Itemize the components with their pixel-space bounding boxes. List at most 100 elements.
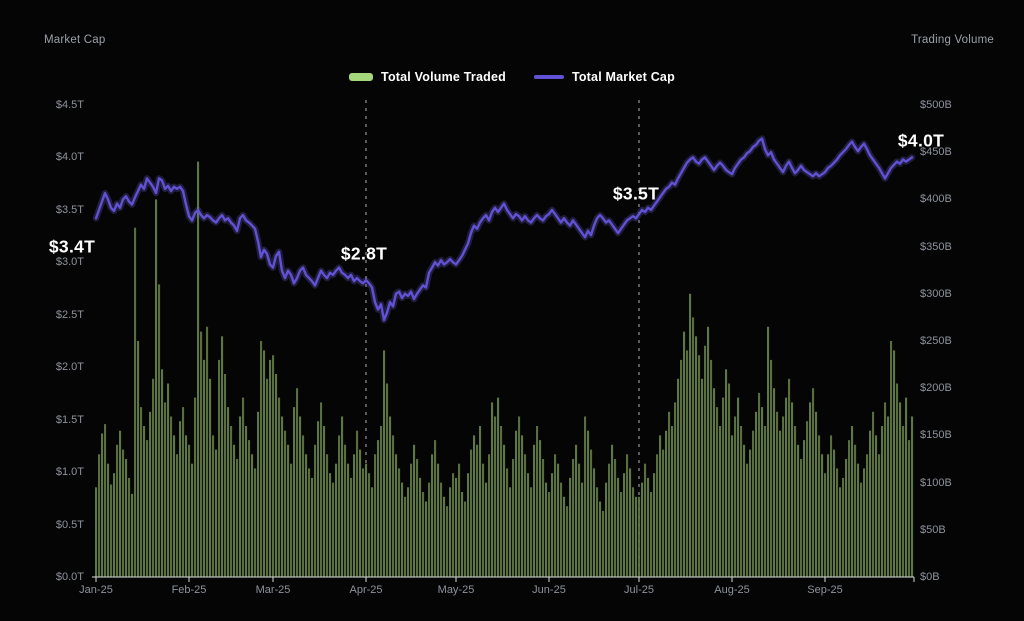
volume-bar <box>251 454 254 577</box>
volume-bar <box>155 199 158 577</box>
volume-bar <box>620 492 623 577</box>
volume-bar <box>116 444 119 577</box>
right-axis-tick-label: $0B <box>920 571 940 583</box>
volume-bar <box>332 482 335 577</box>
volume-bar <box>398 468 401 577</box>
volume-bar <box>164 402 167 577</box>
left-axis-tick-label: $3.5T <box>55 203 84 216</box>
left-axis-tick-label: $1.5T <box>55 413 84 426</box>
volume-bar <box>383 350 386 577</box>
volume-bar <box>659 435 662 577</box>
volume-bar <box>566 506 569 577</box>
market-cap-line-series <box>94 137 914 322</box>
volume-bar <box>719 426 722 577</box>
volume-bar <box>497 397 500 577</box>
milestone-annotation: $4.0T <box>897 130 945 151</box>
volume-bar <box>815 411 818 577</box>
volume-bar <box>542 459 545 577</box>
volume-bar <box>905 397 908 577</box>
volume-bar <box>773 388 776 577</box>
volume-bar <box>581 482 584 577</box>
volume-bar <box>875 435 878 577</box>
volume-bar <box>809 402 812 577</box>
volume-bar <box>479 426 482 577</box>
volume-bar <box>446 506 449 577</box>
volume-bar <box>182 407 185 577</box>
volume-bar <box>476 444 479 577</box>
volume-bar <box>461 492 464 577</box>
volume-bar <box>638 496 641 577</box>
volume-bar <box>167 383 170 577</box>
volume-bar <box>800 459 803 577</box>
volume-bar <box>878 454 881 577</box>
volume-bar <box>758 392 761 577</box>
volume-bar <box>143 426 146 577</box>
volume-bar <box>128 477 131 577</box>
volume-bar <box>515 430 518 577</box>
volume-bar <box>797 444 800 577</box>
volume-bar <box>377 440 380 577</box>
right-axis-tick-label: $300B <box>920 287 952 300</box>
volume-bar <box>230 426 233 577</box>
volume-bar <box>242 397 245 577</box>
volume-bar <box>791 402 794 577</box>
volume-bar <box>311 477 314 577</box>
volume-bar <box>911 416 914 577</box>
volume-bar <box>686 350 689 577</box>
x-axis-month-label: May-25 <box>437 584 475 596</box>
volume-bar <box>338 435 341 577</box>
volume-bar <box>344 444 347 577</box>
volume-bar <box>614 459 617 577</box>
volume-bar <box>860 482 863 577</box>
volume-bar <box>227 407 230 577</box>
volume-bar <box>881 426 884 577</box>
volume-bar <box>266 378 269 577</box>
volume-bar <box>224 374 227 577</box>
volume-bar <box>413 444 416 577</box>
volume-bar <box>764 426 767 577</box>
volume-bar <box>356 430 359 577</box>
volume-bar <box>689 293 692 577</box>
volume-bar <box>539 440 542 577</box>
volume-bar <box>359 449 362 577</box>
volume-bar <box>101 433 104 577</box>
volume-bar <box>656 454 659 577</box>
volume-bar <box>107 463 110 577</box>
volume-bar <box>245 426 248 577</box>
volume-bar <box>149 411 152 577</box>
right-axis-tick-label: $450B <box>920 146 952 159</box>
volume-bar <box>857 463 860 577</box>
volume-bar <box>752 430 755 577</box>
volume-bar <box>527 473 530 577</box>
volume-bar <box>284 430 287 577</box>
right-axis-tick-label: $500B <box>920 99 952 111</box>
legend-item-total-volume-traded[interactable]: Total Volume Traded <box>349 70 506 84</box>
x-axis-month-label: Apr-25 <box>349 584 383 596</box>
volume-bar <box>161 369 164 577</box>
volume-bar <box>218 359 221 577</box>
volume-bar <box>770 359 773 577</box>
volume-bar <box>599 501 602 577</box>
volume-bar <box>704 345 707 577</box>
volume-bar <box>407 487 410 577</box>
volume-bar <box>347 463 350 577</box>
volume-bar <box>320 402 323 577</box>
volume-bar <box>713 388 716 577</box>
volume-bar <box>854 444 857 577</box>
volume-bar <box>491 402 494 577</box>
volume-bar <box>254 468 257 577</box>
volume-bar <box>725 369 728 577</box>
volume-bar <box>365 463 368 577</box>
legend-item-total-market-cap[interactable]: Total Market Cap <box>533 70 675 84</box>
x-axis-month-label: Jan-25 <box>79 584 113 596</box>
legend-label-total-volume-traded: Total Volume Traded <box>381 70 506 84</box>
volume-bar <box>341 416 344 577</box>
left-axis-tick-label: $3.0T <box>55 256 84 269</box>
volume-bar <box>683 331 686 577</box>
volume-bar <box>710 359 713 577</box>
volume-bar <box>494 416 497 577</box>
volume-bar <box>140 407 143 577</box>
volume-bar <box>152 378 155 577</box>
